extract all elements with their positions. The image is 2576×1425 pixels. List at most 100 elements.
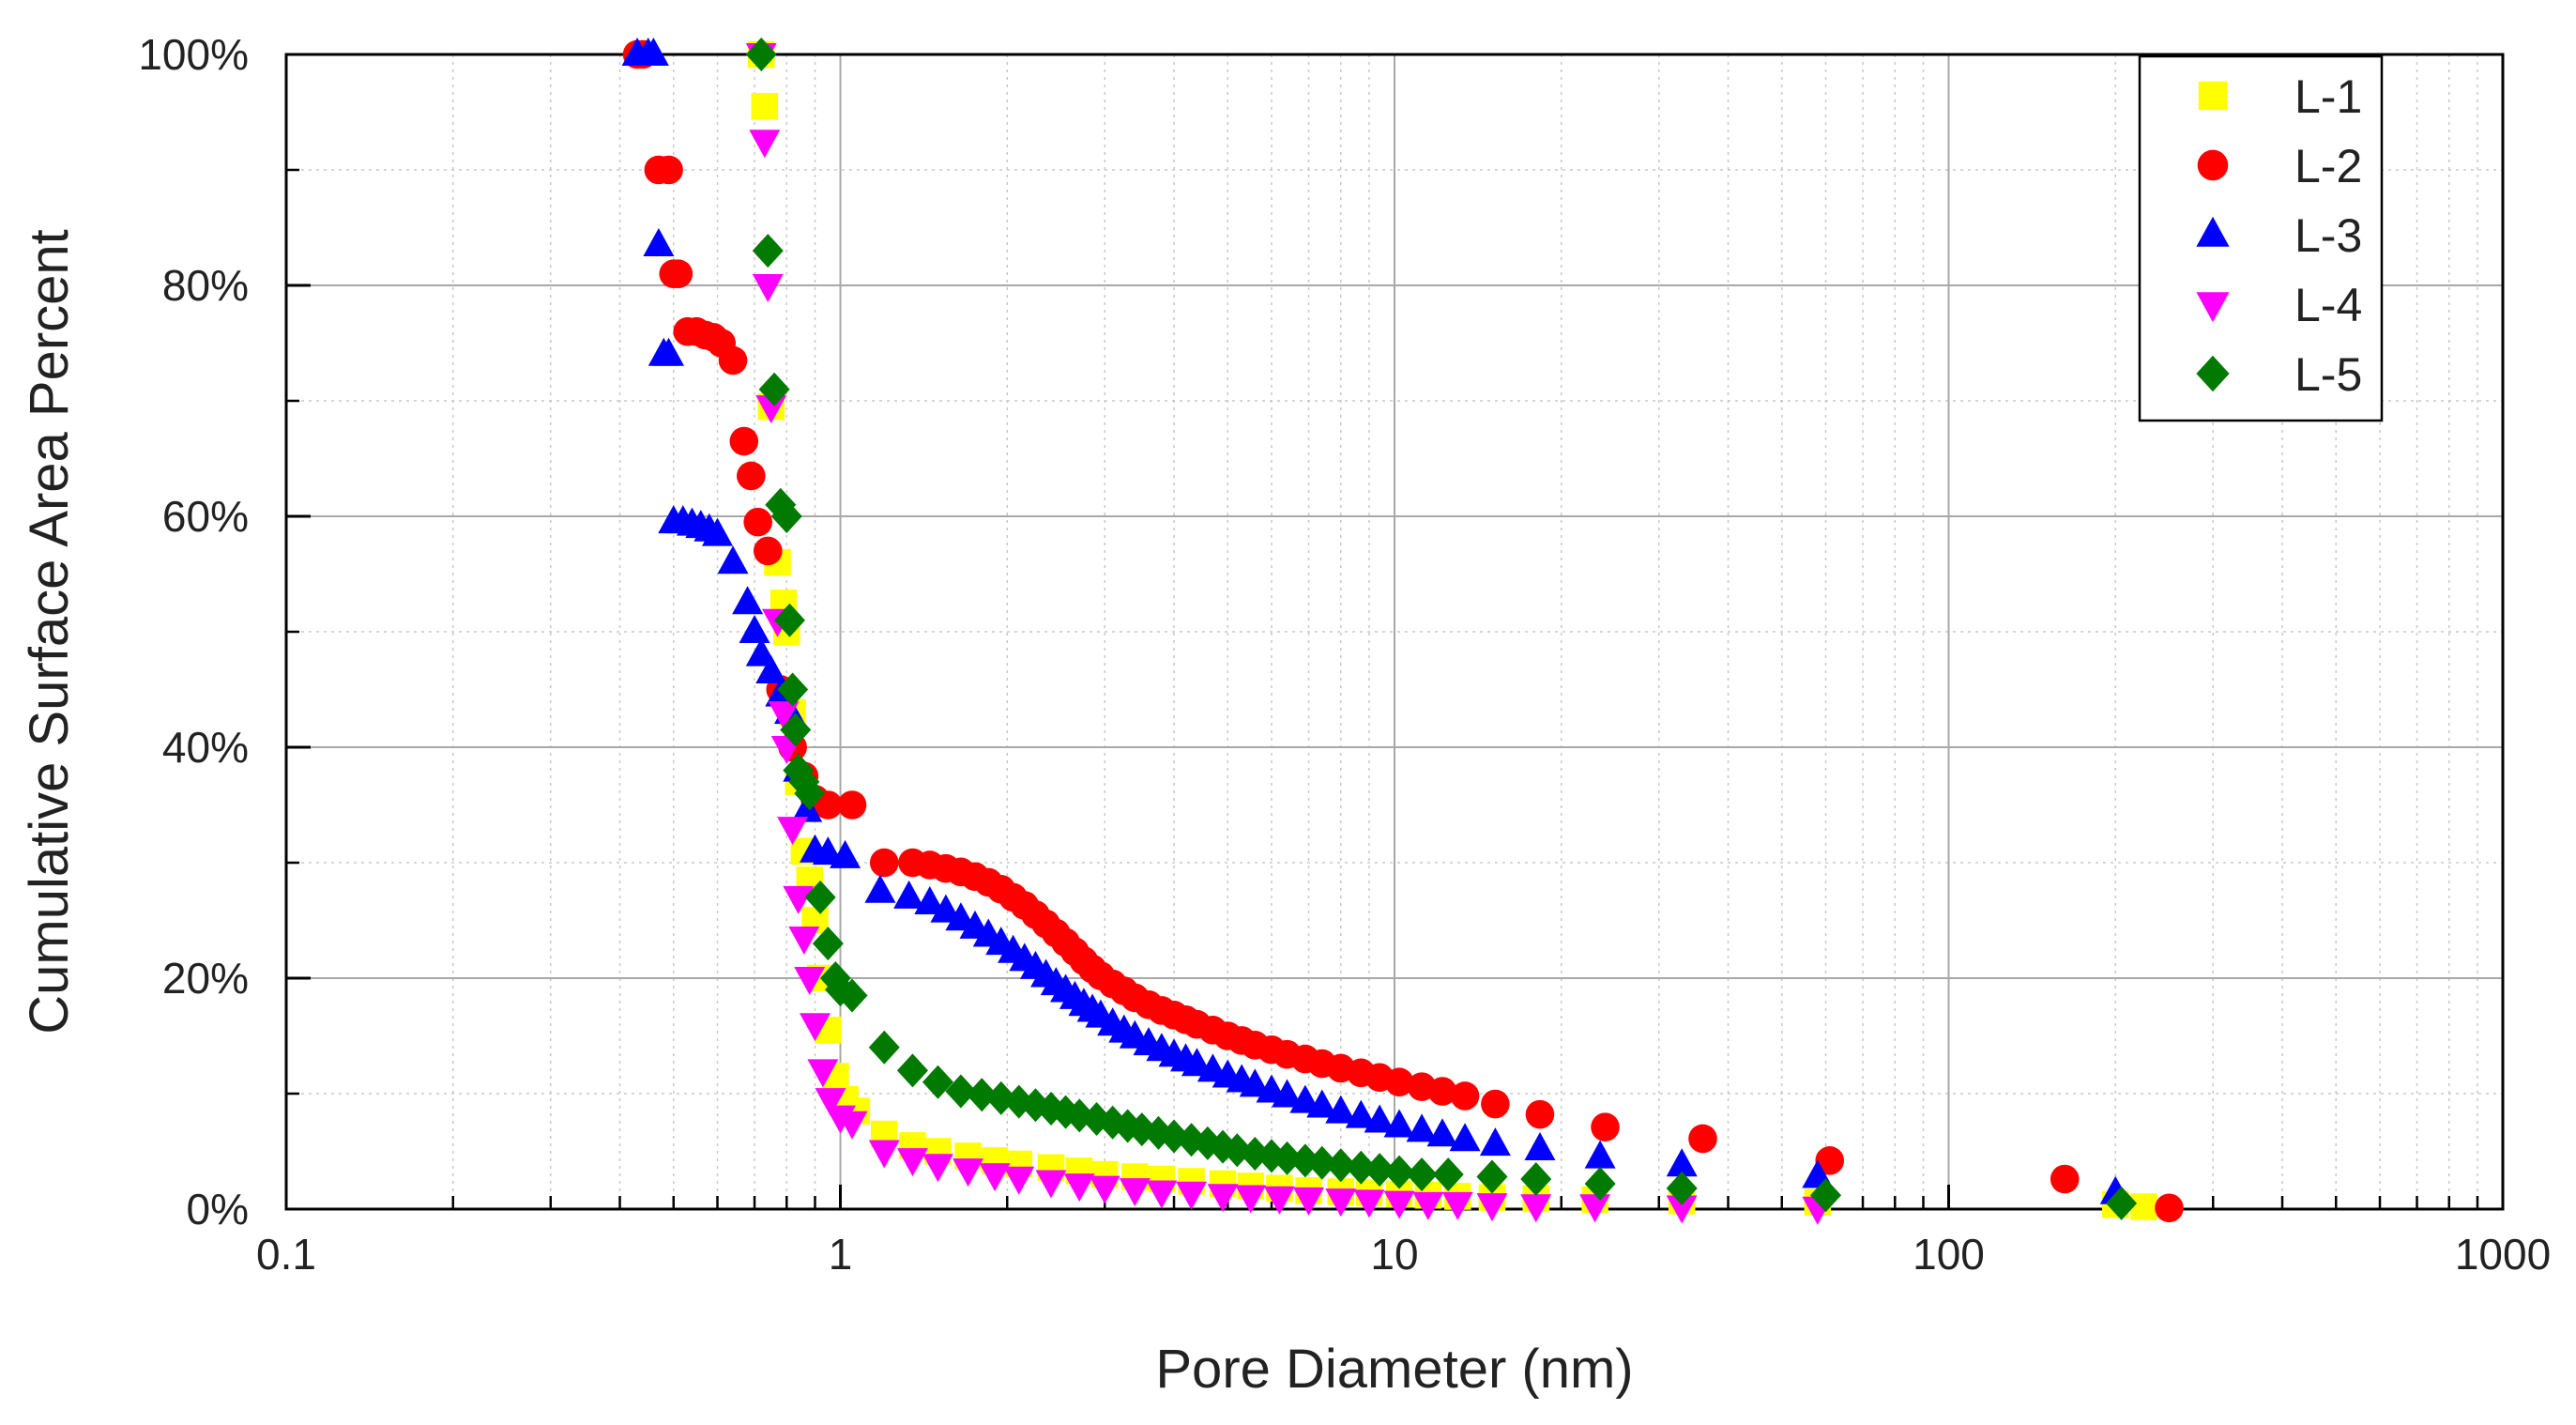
- data-point-l-5: [1476, 1159, 1508, 1194]
- legend-item-l-4: L-4: [2196, 279, 2362, 331]
- data-point-l-3: [1426, 1118, 1458, 1147]
- y-axis-tick-labels: 0% 20% 40% 60% 80% 100%: [138, 30, 249, 1233]
- data-point-l-2: [743, 507, 772, 537]
- data-point-l-5: [922, 1065, 953, 1099]
- y-axis-title: Cumulative Surface Area Percent: [19, 229, 80, 1034]
- x-tick-label: 1: [829, 1230, 853, 1279]
- data-point-l-5: [868, 1030, 900, 1065]
- legend-item-l-2: L-2: [2197, 140, 2362, 192]
- legend-item-l-5: L-5: [2196, 348, 2362, 401]
- data-point-l-4: [1412, 1191, 1444, 1220]
- data-point-l-5: [777, 672, 809, 707]
- data-point-l-3: [1364, 1104, 1395, 1133]
- data-point-l-4: [922, 1154, 953, 1183]
- data-point-l-3: [1239, 1068, 1271, 1097]
- legend-item-l-1: L-1: [2198, 70, 2362, 123]
- data-point-l-3: [1289, 1084, 1321, 1113]
- data-point-l-3: [1406, 1113, 1438, 1142]
- data-point-l-2: [1481, 1089, 1510, 1119]
- data-point-l-4: [1003, 1166, 1035, 1195]
- legend-label: L-5: [2294, 348, 2362, 401]
- y-tick-label: 40%: [162, 723, 249, 772]
- data-point-l-4: [1119, 1178, 1151, 1207]
- data-point-l-4: [768, 701, 800, 730]
- data-point-l-4: [1063, 1173, 1095, 1203]
- data-point-l-4: [1520, 1194, 1552, 1223]
- data-point-l-3: [1524, 1132, 1556, 1161]
- data-point-l-4: [1293, 1187, 1325, 1216]
- x-tick-label: 100: [1913, 1230, 1985, 1279]
- data-point-l-4: [1353, 1189, 1385, 1218]
- y-tick-label: 80%: [162, 261, 249, 310]
- data-point-l-5: [758, 372, 790, 406]
- legend-marker: [2196, 355, 2230, 392]
- data-point-l-1: [751, 93, 779, 120]
- data-point-l-5: [752, 234, 784, 268]
- data-point-l-4: [815, 1088, 846, 1117]
- x-axis-tick-labels: 0.1 1 10 100 1000: [256, 1230, 2551, 1279]
- data-point-l-5: [1406, 1157, 1438, 1192]
- data-point-l-3: [653, 337, 685, 366]
- data-point-l-4: [836, 1111, 868, 1140]
- data-point-l-2: [1815, 1146, 1845, 1175]
- legend-item-l-3: L-3: [2196, 209, 2362, 262]
- legend-label: L-2: [2294, 140, 2362, 192]
- data-point-l-4: [1325, 1188, 1357, 1218]
- legend-marker: [2198, 81, 2228, 111]
- data-point-l-3: [1479, 1127, 1511, 1157]
- data-point-l-4: [794, 967, 826, 995]
- data-point-l-5: [804, 880, 836, 914]
- legend-marker: [2197, 149, 2229, 181]
- data-point-l-5: [780, 712, 812, 747]
- data-point-l-2: [729, 426, 759, 456]
- data-point-l-3: [830, 839, 861, 868]
- data-point-l-3: [1345, 1099, 1377, 1128]
- data-point-l-4: [1207, 1184, 1239, 1213]
- data-point-l-5: [773, 603, 805, 637]
- data-point-l-4: [953, 1158, 984, 1188]
- data-point-l-4: [755, 395, 787, 424]
- data-point-l-3: [1383, 1109, 1415, 1138]
- data-point-l-2: [718, 345, 748, 375]
- data-point-l-3: [930, 894, 962, 923]
- data-point-l-3: [732, 586, 764, 615]
- data-point-l-5: [836, 978, 868, 1013]
- x-tick-label: 0.1: [256, 1230, 316, 1279]
- legend-marker: [2196, 292, 2230, 323]
- legend-box: [2138, 54, 2384, 422]
- data-point-l-4: [1579, 1194, 1611, 1223]
- data-point-l-2: [753, 536, 783, 566]
- data-point-l-5: [1432, 1157, 1464, 1192]
- x-tick-label: 1000: [2455, 1230, 2551, 1279]
- data-point-l-3: [739, 615, 770, 643]
- data-point-l-5: [745, 38, 777, 71]
- data-point-l-5: [770, 499, 802, 533]
- data-point-l-4: [749, 130, 781, 159]
- data-point-l-2: [1688, 1124, 1717, 1154]
- data-point-l-4: [1235, 1185, 1267, 1214]
- data-point-l-2: [1450, 1081, 1480, 1111]
- legend-marker: [2196, 216, 2230, 247]
- data-point-l-2: [1591, 1112, 1620, 1142]
- legend-label: L-1: [2294, 70, 2362, 123]
- data-point-l-4: [783, 885, 815, 914]
- data-point-l-3: [864, 874, 896, 903]
- data-point-l-3: [893, 880, 925, 909]
- data-point-l-2: [1525, 1099, 1555, 1129]
- data-point-l-3: [1666, 1148, 1698, 1177]
- data-point-l-4: [799, 1013, 831, 1042]
- data-point-l-4: [788, 926, 820, 955]
- data-point-l-3: [643, 227, 675, 256]
- data-point-l-5: [794, 776, 826, 811]
- data-point-l-2: [2155, 1193, 2184, 1223]
- data-point-l-3: [1272, 1079, 1303, 1108]
- x-axis-title: Pore Diameter (nm): [1155, 1339, 1633, 1400]
- data-point-l-5: [812, 927, 844, 961]
- series-l-3: [621, 38, 2131, 1204]
- legend-label: L-4: [2294, 279, 2362, 331]
- data-point-l-5: [1666, 1171, 1698, 1205]
- data-point-l-5: [1364, 1153, 1395, 1188]
- data-point-l-3: [701, 517, 733, 546]
- data-point-l-4: [1035, 1170, 1067, 1199]
